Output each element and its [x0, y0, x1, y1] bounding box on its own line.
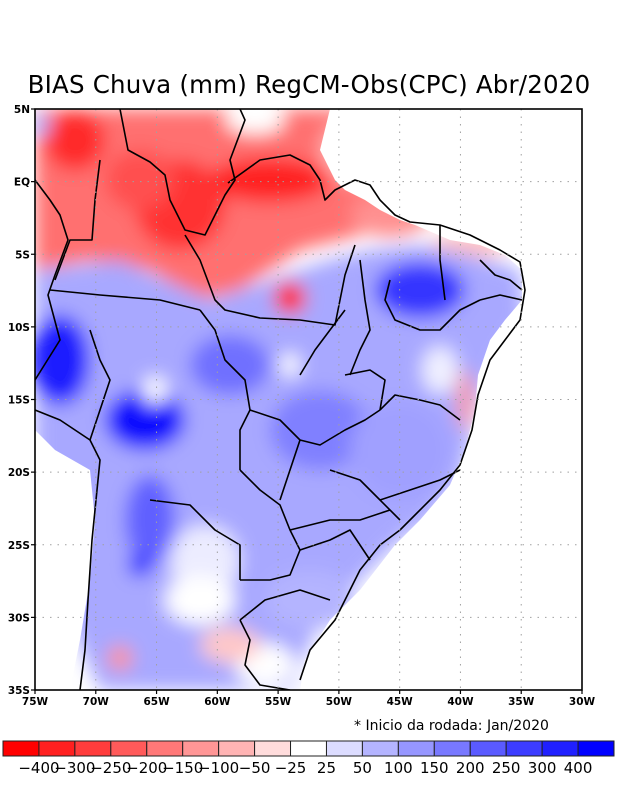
precipitation-bias-field	[35, 109, 582, 690]
x-tick-label: 65W	[143, 696, 170, 708]
colorbar-swatch	[433, 740, 471, 757]
colorbar-swatch	[290, 740, 327, 757]
colorbar-swatch	[505, 740, 543, 757]
colorbar-label: 200	[456, 759, 485, 777]
y-tick-label: 35S	[8, 685, 30, 697]
colorbar-swatch	[541, 740, 579, 757]
colorbar-swatch	[146, 740, 184, 757]
colorbar-label: 25	[317, 759, 336, 777]
colorbar-swatch	[325, 740, 363, 757]
run-start-note: * Inicio da rodada: Jan/2020	[354, 718, 549, 734]
y-tick-label: 15S	[8, 395, 30, 407]
y-tick-label: 25S	[8, 540, 30, 552]
y-tick-label: 5S	[15, 249, 30, 261]
x-tick-label: 45W	[387, 696, 414, 708]
colorbar-label: 300	[528, 759, 557, 777]
colorbar-label: −200	[126, 759, 167, 777]
y-tick-label: 10S	[8, 322, 30, 334]
axis-ticks: 75W 70W 65W 60W 55W 50W 45W 40W 35W 30W 5N EQ 5S 10S 1…	[8, 104, 596, 708]
colorbar-label: −100	[198, 759, 239, 777]
y-tick-label: 30S	[8, 612, 30, 624]
colorbar-swatch	[361, 740, 399, 757]
colorbar-label: −400	[18, 759, 59, 777]
x-tick-label: 60W	[204, 696, 231, 708]
colorbar-label: 100	[384, 759, 413, 777]
colorbar-label: −25	[275, 759, 307, 777]
colorbar-swatch	[577, 740, 615, 757]
x-tick-label: 30W	[569, 696, 596, 708]
colorbar-label: −300	[54, 759, 95, 777]
colorbar-label: −250	[90, 759, 131, 777]
colorbar-swatch	[469, 740, 507, 757]
x-tick-label: 40W	[447, 696, 474, 708]
colorbar-label: −150	[162, 759, 203, 777]
colorbar-swatch	[397, 740, 435, 757]
x-tick-label: 50W	[326, 696, 353, 708]
y-tick-label: 5N	[14, 104, 30, 116]
colorbar-label: 400	[564, 759, 593, 777]
colorbar-label: 150	[420, 759, 449, 777]
y-tick-label: EQ	[14, 177, 30, 189]
x-tick-label: 70W	[83, 696, 110, 708]
colorbar-swatch	[2, 740, 40, 757]
colorbar-swatch	[254, 740, 292, 757]
colorbar: −400−300−250−200−150−100 −50 −25 25 50 100 150…	[2, 740, 615, 777]
colorbar-swatch	[218, 740, 256, 757]
colorbar-swatch	[74, 740, 112, 757]
colorbar-label: 250	[492, 759, 521, 777]
colorbar-swatch	[182, 740, 220, 757]
colorbar-swatch	[110, 740, 148, 757]
gridlines	[35, 109, 582, 690]
colorbar-swatch	[38, 740, 76, 757]
y-tick-label: 20S	[8, 467, 30, 479]
x-tick-label: 75W	[22, 696, 49, 708]
map-title: BIAS Chuva (mm) RegCM-Obs(CPC) Abr/2020	[27, 70, 591, 99]
colorbar-label: 50	[353, 759, 372, 777]
x-tick-label: 35W	[508, 696, 535, 708]
x-tick-label: 55W	[265, 696, 292, 708]
country-boundaries	[35, 109, 526, 690]
colorbar-label: −50	[239, 759, 271, 777]
